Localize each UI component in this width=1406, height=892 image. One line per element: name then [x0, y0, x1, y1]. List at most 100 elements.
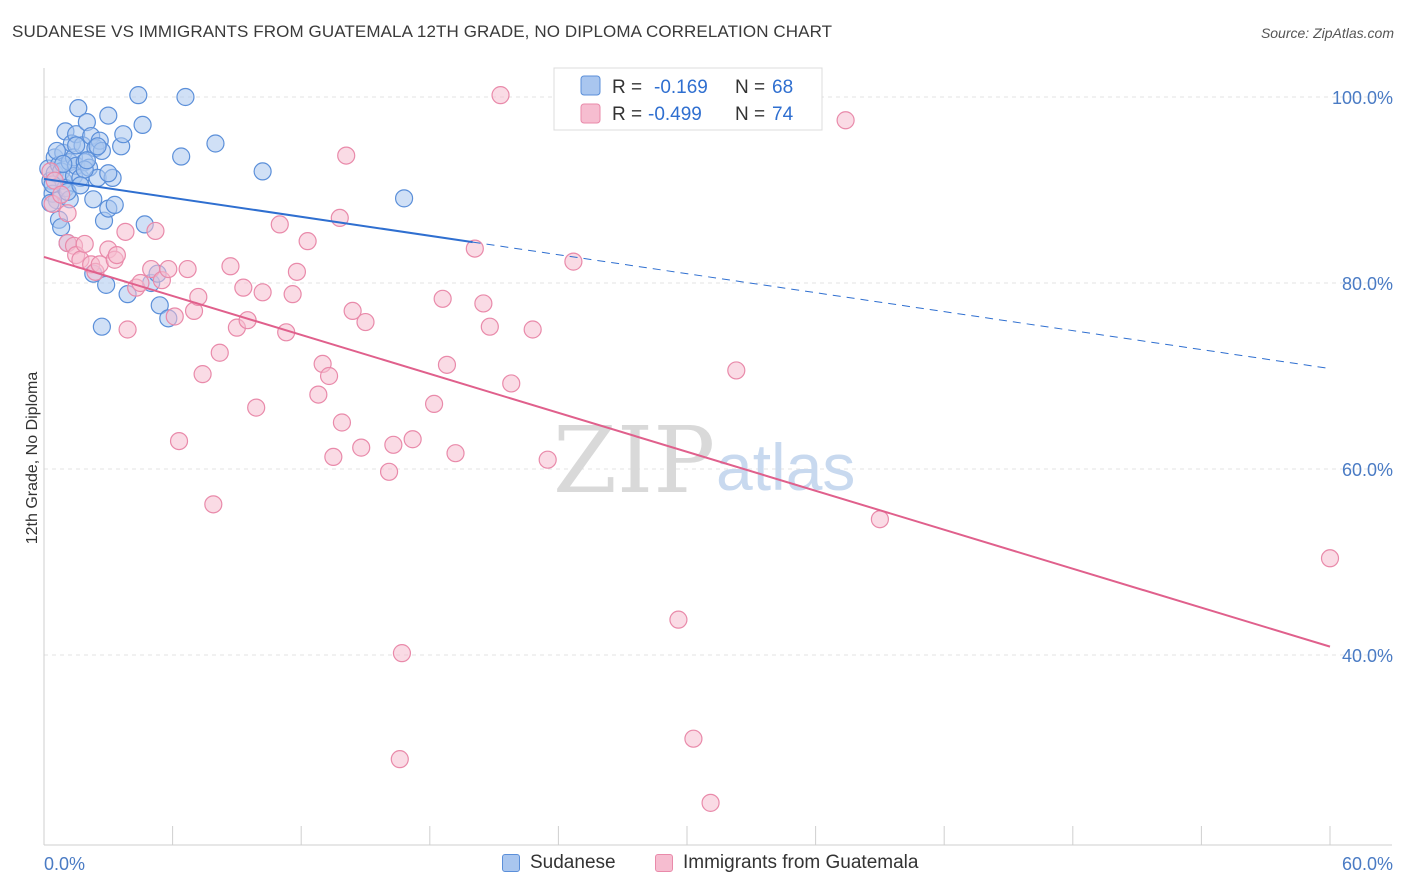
guatemala-point-63	[474, 294, 493, 313]
bottom-legend-item-sudanese: Sudanese	[502, 852, 616, 874]
sudanese-point-21	[69, 99, 88, 118]
legend-n-label-2: N =	[735, 104, 765, 125]
guatemala-point-55	[390, 750, 409, 769]
source-credit: Source: ZipAtlas.com	[1260, 25, 1394, 41]
trend-sudanese-solid	[43, 177, 473, 244]
guatemala-point-48	[332, 413, 352, 432]
guatemala-point-41	[287, 262, 307, 281]
y-tick-label-0: 100.0%	[1332, 88, 1393, 108]
legend-r-value-1: -0.169	[654, 77, 708, 98]
y-tick-labels: 100.0% 80.0% 60.0% 40.0%	[1332, 88, 1393, 666]
bottom-legend-label-guatemala: Immigrants from Guatemala	[683, 852, 919, 873]
sudanese-point-40	[105, 195, 124, 214]
guatemala-point-17	[118, 320, 137, 339]
guatemala-point-31	[210, 343, 229, 362]
y-tick-label-3: 40.0%	[1342, 646, 1393, 666]
guatemala-point-50	[343, 301, 362, 320]
sudanese-point-60	[77, 151, 96, 170]
guatemala-point-36	[247, 398, 266, 417]
sudanese-point-54	[253, 162, 272, 181]
sudanese-point-53	[206, 134, 225, 153]
guatemala-point-30	[204, 495, 223, 514]
sudanese-point-55	[394, 189, 414, 208]
guatemala-point-21	[146, 221, 165, 241]
sudanese-point-49	[150, 296, 169, 315]
legend-r-label-2: R =	[612, 104, 642, 125]
x-tick-label-0: 0.0%	[44, 854, 85, 874]
guatemala-point-54	[384, 435, 403, 454]
guatemala-point-73	[727, 361, 746, 380]
bottom-legend-swatch-sudanese	[502, 854, 520, 872]
guatemala-point-42	[298, 232, 317, 251]
guatemala-point-40	[283, 285, 302, 304]
legend-r-value-2: -0.499	[648, 104, 702, 125]
guatemala-point-65	[491, 86, 510, 105]
sudanese-point-51	[172, 147, 191, 166]
guatemala-point-9	[75, 234, 94, 254]
guatemala-point-69	[564, 252, 583, 271]
guatemala-point-24	[165, 307, 184, 326]
legend-n-value-1: 68	[772, 77, 793, 98]
sudanese-point-64	[88, 137, 107, 156]
guatemala-point-59	[433, 289, 452, 308]
guatemala-point-49	[337, 146, 356, 165]
guatemala-point-67	[523, 320, 542, 339]
trend-lines	[43, 177, 1331, 648]
guatemala-point-26	[178, 259, 197, 279]
y-tick-label-1: 80.0%	[1342, 274, 1393, 294]
watermark: ZIP atlas	[553, 407, 855, 514]
sudanese-point-45	[133, 115, 152, 135]
guatemala-point-68	[538, 450, 557, 469]
sudanese-point-52	[176, 87, 195, 107]
watermark-zip: ZIP	[553, 407, 715, 514]
guatemala-point-4	[58, 204, 77, 223]
trend-sudanese-dashed	[472, 241, 1331, 370]
sudanese-point-44	[129, 86, 148, 105]
guatemala-point-32	[221, 257, 240, 276]
bottom-legend-swatch-guatemala	[655, 854, 673, 872]
x-tick-labels: 0.0% 60.0%	[44, 854, 1393, 874]
guatemala-point-74	[836, 111, 855, 130]
series-sudanese-points	[39, 86, 414, 336]
legend-box: R = -0.169 N = 68 R = -0.499 N = 74	[553, 67, 823, 131]
guatemala-point-70	[669, 610, 688, 629]
sudanese-point-66	[99, 164, 118, 183]
guatemala-point-12	[90, 255, 109, 274]
guatemala-point-45	[319, 366, 339, 386]
guatemala-point-76	[1320, 549, 1340, 568]
guatemala-point-62	[465, 239, 484, 258]
guatemala-point-29	[193, 365, 212, 384]
legend-swatch-guatemala	[580, 103, 601, 124]
y-tick-label-2: 60.0%	[1342, 460, 1393, 480]
legend-r-label-1: R =	[612, 77, 642, 98]
guatemala-point-75	[870, 510, 890, 529]
sudanese-point-38	[99, 106, 118, 125]
series-guatemala-points	[41, 86, 1340, 812]
legend-n-value-2: 74	[772, 104, 794, 125]
guatemala-point-51	[352, 438, 371, 457]
guatemala-point-60	[437, 355, 457, 374]
sudanese-point-29	[84, 190, 103, 209]
guatemala-point-71	[684, 729, 703, 748]
trend-guatemala	[43, 256, 1331, 648]
guatemala-point-56	[392, 644, 412, 663]
legend-n-label-1: N =	[735, 77, 765, 98]
guatemala-point-34	[234, 278, 253, 297]
guatemala-point-15	[107, 246, 126, 265]
sudanese-point-62	[67, 136, 86, 155]
chart-title: SUDANESE VS IMMIGRANTS FROM GUATEMALA 12…	[12, 22, 833, 41]
guatemala-point-66	[502, 374, 521, 393]
guatemala-point-58	[424, 394, 444, 413]
sudanese-point-34	[92, 317, 111, 336]
bottom-legend-label-sudanese: Sudanese	[530, 852, 616, 873]
guatemala-point-43	[309, 385, 328, 404]
guatemala-point-38	[270, 215, 289, 234]
guatemala-point-46	[324, 447, 343, 467]
gridlines	[44, 96, 1392, 656]
guatemala-point-3	[52, 185, 71, 204]
guatemala-point-23	[159, 259, 178, 279]
legend-swatch-sudanese	[580, 75, 601, 96]
guatemala-point-61	[446, 444, 465, 463]
bottom-legend: Sudanese Immigrants from Guatemala	[0, 852, 1406, 878]
